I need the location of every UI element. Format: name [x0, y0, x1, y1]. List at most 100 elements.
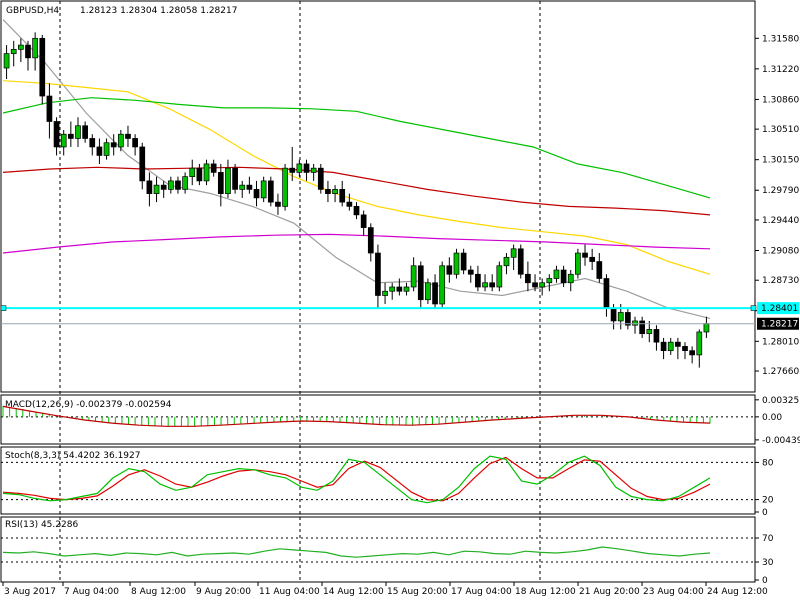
- time-tick-label: 8 Aug 12:00: [131, 587, 186, 597]
- candle-bull: [632, 320, 638, 326]
- candle-bull: [410, 265, 417, 288]
- rsi-tick-label: 0: [762, 576, 768, 586]
- candle-bull: [182, 176, 188, 190]
- candle-bull: [510, 248, 517, 258]
- candle-bull: [403, 286, 410, 292]
- candle-bear: [582, 252, 588, 258]
- time-tick-label: 9 Aug 20:00: [196, 587, 251, 597]
- candle-bull: [389, 286, 396, 292]
- candle-bear: [46, 95, 53, 122]
- stoch-panel: [0, 446, 756, 515]
- candle-bull: [482, 282, 488, 288]
- candle-bull: [203, 163, 210, 182]
- candle-bear: [82, 125, 88, 139]
- candle-bear: [246, 184, 253, 190]
- ohlc-header: 1.28123 1.28304 1.28058 1.28217: [80, 6, 237, 16]
- candle-bear: [146, 180, 153, 194]
- rsi-panel: [0, 516, 756, 583]
- candle-bull: [575, 252, 581, 275]
- time-tick-label: 14 Aug 12:00: [323, 587, 384, 597]
- macd-tick-label: 0.00: [762, 413, 782, 423]
- candle-bull: [189, 167, 196, 178]
- time-tick-label: 11 Aug 04:00: [259, 587, 320, 597]
- price-tick-label: 1.28010: [762, 337, 799, 347]
- candle-bull: [225, 167, 231, 194]
- level-handle-right[interactable]: [750, 305, 757, 311]
- candle-bear: [217, 172, 224, 194]
- rsi-line: [2, 546, 711, 558]
- candle-bear: [532, 282, 538, 288]
- stoch-main-line: [2, 455, 711, 504]
- price-tick-label: 1.30860: [762, 95, 799, 105]
- candle-bear: [467, 269, 474, 275]
- moving-average-5: [2, 233, 711, 254]
- candle-bull: [439, 265, 446, 305]
- level-handle-left[interactable]: [0, 305, 7, 311]
- time-tick-label: 7 Aug 04:00: [64, 587, 119, 597]
- candle-bear: [432, 282, 438, 305]
- macd-tick-label: -0.004397: [762, 436, 800, 446]
- candle-bear: [125, 133, 131, 139]
- moving-average-4: [2, 166, 711, 216]
- candle-bull: [167, 180, 174, 190]
- candle-bear: [475, 273, 481, 288]
- candle-bear: [625, 312, 631, 326]
- price-tick-label: 1.31580: [762, 34, 799, 44]
- candle-bear: [489, 282, 496, 288]
- candle-bull: [667, 341, 674, 352]
- day-separators: [59, 1, 541, 582]
- candle-bear: [53, 121, 60, 148]
- candle-bear: [446, 265, 453, 275]
- candle-bear: [210, 163, 217, 173]
- candle-bear: [339, 189, 346, 203]
- marked-level-box: [757, 302, 799, 315]
- main-panel: [0, 0, 756, 393]
- candle-bull: [103, 142, 110, 156]
- candle-bear: [175, 180, 181, 190]
- candle-bear: [675, 341, 681, 347]
- candle-bear: [139, 146, 146, 182]
- candle-bull: [260, 180, 267, 199]
- candle-bull: [546, 278, 553, 284]
- candle-bear: [353, 206, 360, 216]
- candle-bear: [682, 346, 688, 352]
- rsi-header: RSI(13) 45.2286: [5, 520, 78, 530]
- candle-bear: [460, 252, 467, 271]
- last-price-label: 1.28217: [761, 320, 798, 330]
- candle-bull: [617, 312, 624, 322]
- candle-bear: [596, 261, 603, 279]
- candle-bear: [653, 329, 660, 343]
- candle-bull: [10, 48, 17, 54]
- time-tick-label: 3 Aug 2017: [4, 587, 56, 597]
- candle-bear: [67, 133, 74, 139]
- candle-bear: [160, 184, 167, 190]
- candle-bear: [660, 341, 667, 352]
- price-tick-label: 1.29080: [762, 247, 799, 257]
- macd-header: MACD(12,26,9) -0.002379 -0.002594: [5, 400, 172, 410]
- price-tick-label: 1.31220: [762, 65, 799, 75]
- candle-bear: [560, 269, 567, 284]
- candle-bear: [639, 320, 646, 335]
- candle-bull: [696, 331, 703, 356]
- candle-bear: [525, 273, 531, 284]
- stoch-tick-label: 80: [762, 458, 774, 468]
- candle-bear: [303, 163, 310, 173]
- candle-bear: [346, 201, 353, 207]
- candle-bear: [25, 44, 31, 59]
- candle-bull: [60, 133, 67, 148]
- candle-bull: [503, 256, 510, 267]
- stoch-tick-label: 0: [762, 508, 768, 518]
- candle-bear: [232, 167, 238, 190]
- candle-bear: [289, 167, 296, 173]
- rsi-tick-label: 30: [762, 558, 774, 568]
- candle-bull: [646, 329, 653, 335]
- price-tick-label: 1.28730: [762, 276, 799, 286]
- candle-bull: [310, 167, 317, 173]
- time-tick-label: 24 Aug 12:00: [707, 587, 768, 597]
- candle-bear: [317, 167, 324, 190]
- candle-bear: [375, 252, 381, 296]
- candle-bear: [267, 180, 274, 203]
- candle-bull: [296, 163, 303, 173]
- candle-bull: [332, 189, 338, 194]
- candle-bear: [39, 37, 46, 97]
